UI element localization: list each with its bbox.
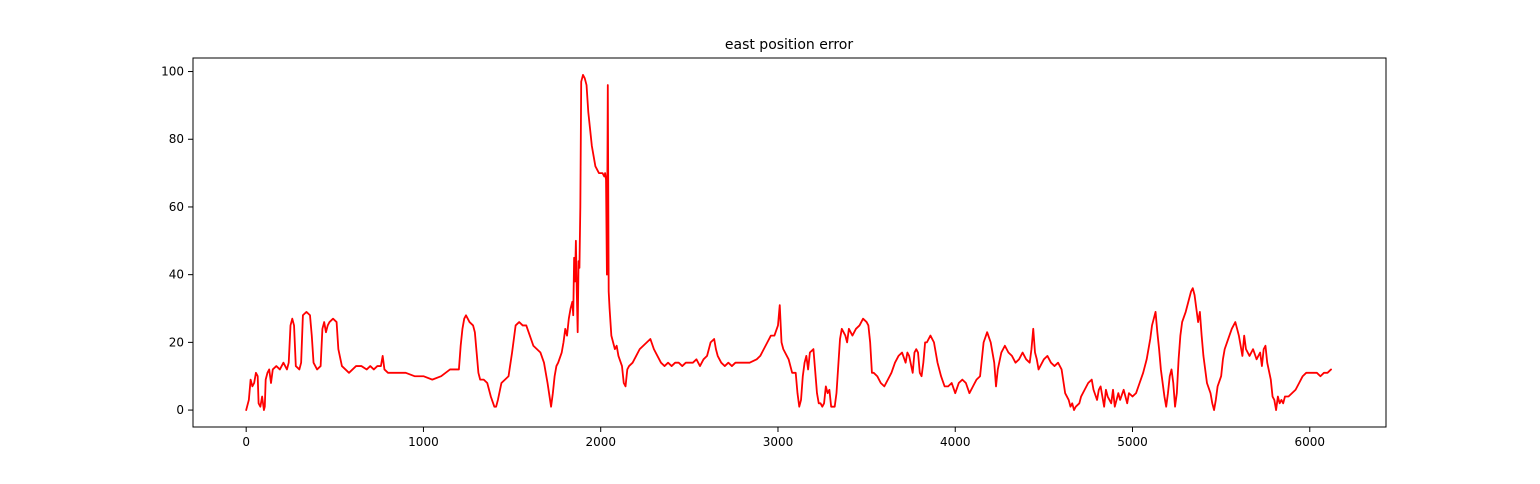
y-tick-label: 80 [169,132,184,146]
x-tick-label: 0 [242,435,250,449]
x-tick-label: 6000 [1295,435,1326,449]
x-tick-label: 4000 [940,435,971,449]
plot-frame [192,57,1387,428]
axes-layer: 0 1000 2000 3000 4000 5000 6000 0 20 40 60 80 100 [161,57,1387,449]
x-tick-label: 3000 [763,435,794,449]
x-tick-label: 2000 [585,435,616,449]
series-layer [245,74,1332,411]
chart-title: east position error [725,37,853,53]
x-tick-label: 5000 [1117,435,1148,449]
y-tick-label: 20 [169,335,184,349]
y-tick-label: 60 [169,200,184,214]
x-tick-label: 1000 [408,435,439,449]
y-tick-label: 0 [176,403,184,417]
y-tick-label: 100 [161,65,184,79]
y-tick-label: 40 [169,268,184,282]
series-line-1 [245,74,1332,411]
